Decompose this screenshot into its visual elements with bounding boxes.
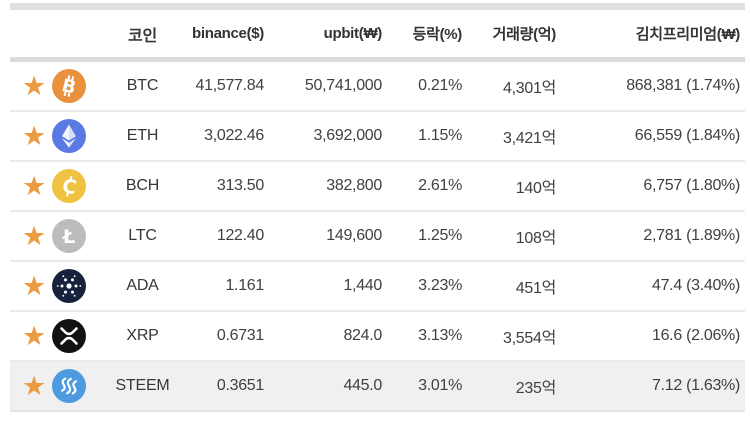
eth-coin-icon	[52, 119, 86, 153]
table-row[interactable]: ★ STEEM 0.3651 445.0 3.01% 235억 7.12 (1.…	[10, 362, 745, 412]
kimchi-premium: 47.4 (3.40%)	[651, 277, 740, 294]
btc-coin-icon: B	[52, 69, 86, 103]
bch-coin-icon: C	[52, 169, 86, 203]
trade-volume: 3,554억	[503, 330, 556, 347]
kimchi-premium: 868,381 (1.74%)	[626, 77, 740, 94]
kimchi-premium: 6,757 (1.80%)	[643, 177, 740, 194]
change-percent: 1.25%	[418, 227, 462, 244]
kimchi-premium: 16.6 (2.06%)	[651, 327, 740, 344]
kimchi-premium-table: 코인 binance($) upbit(₩) 등락(%) 거래량(억) 김치프리…	[10, 3, 745, 412]
binance-price: 3,022.46	[204, 127, 264, 144]
binance-price: 122.40	[216, 227, 264, 244]
binance-price: 0.3651	[216, 377, 264, 394]
trade-volume: 451억	[515, 280, 557, 297]
table-row[interactable]: ★ ADA 1.161 1,440 3.23% 451억 47.4 (3.40%…	[10, 262, 745, 312]
icon-cell	[50, 269, 95, 303]
svg-text:Ł: Ł	[62, 226, 75, 248]
header-coin: 코인	[127, 27, 158, 45]
change-percent: 3.13%	[418, 327, 462, 344]
favorite-star-icon[interactable]: ★	[22, 370, 47, 402]
icon-cell: C	[50, 169, 95, 203]
change-percent: 1.15%	[418, 127, 462, 144]
favorite-star-icon[interactable]: ★	[22, 170, 47, 202]
change-percent: 2.61%	[418, 177, 462, 194]
trade-volume: 235억	[515, 380, 557, 397]
icon-cell: Ł	[50, 219, 95, 253]
icon-cell	[50, 319, 95, 353]
change-percent: 3.01%	[418, 377, 462, 394]
kimchi-premium: 66,559 (1.84%)	[634, 127, 741, 144]
kimchi-premium: 2,781 (1.89%)	[643, 227, 740, 244]
coin-ticker: STEEM	[115, 377, 170, 394]
table-body: ★ B BTC 41,577.84 50,741,000 0.21% 4,301…	[10, 62, 745, 412]
table-row[interactable]: ★ B BTC 41,577.84 50,741,000 0.21% 4,301…	[10, 62, 745, 112]
change-percent: 0.21%	[418, 77, 462, 94]
icon-cell	[50, 119, 95, 153]
header-binance: binance($)	[191, 25, 264, 42]
coin-ticker: ADA	[126, 277, 159, 294]
upbit-price: 1,440	[343, 277, 382, 294]
trade-volume: 4,301억	[503, 80, 556, 97]
upbit-price: 824.0	[343, 327, 382, 344]
table-row[interactable]: ★ Ł LTC 122.40 149,600 1.25% 108억 2,781 …	[10, 212, 745, 262]
ada-coin-icon	[52, 269, 86, 303]
favorite-star-icon[interactable]: ★	[22, 320, 47, 352]
kimchi-premium: 7.12 (1.63%)	[651, 377, 740, 394]
upbit-price: 50,741,000	[304, 77, 382, 94]
coin-ticker: BTC	[126, 77, 159, 94]
favorite-cell: ★	[10, 273, 50, 300]
header-premium: 김치프리미엄(₩)	[635, 26, 741, 43]
favorite-cell: ★	[10, 373, 50, 400]
favorite-cell: ★	[10, 73, 50, 100]
svg-text:C: C	[60, 175, 78, 199]
steem-coin-icon	[52, 369, 86, 403]
upbit-price: 445.0	[343, 377, 382, 394]
binance-price: 313.50	[216, 177, 264, 194]
table-row[interactable]: ★ C BCH 313.50 382,800 2.61% 140억 6,757 …	[10, 162, 745, 212]
favorite-star-icon[interactable]: ★	[22, 120, 47, 152]
ltc-coin-icon: Ł	[52, 219, 86, 253]
header-change: 등락(%)	[412, 26, 463, 43]
upbit-price: 3,692,000	[313, 127, 383, 144]
coin-ticker: ETH	[126, 127, 159, 144]
favorite-cell: ★	[10, 323, 50, 350]
header-volume: 거래량(억)	[492, 26, 557, 43]
coin-ticker: XRP	[126, 327, 159, 344]
table-row[interactable]: ★ ETH 3,022.46 3,692,000 1.15% 3,421억 66…	[10, 112, 745, 162]
favorite-star-icon[interactable]: ★	[22, 270, 47, 302]
header-upbit: upbit(₩)	[323, 25, 383, 42]
favorite-cell: ★	[10, 123, 50, 150]
binance-price: 41,577.84	[195, 77, 265, 94]
change-percent: 3.23%	[418, 277, 462, 294]
trade-volume: 3,421억	[503, 130, 556, 147]
favorite-star-icon[interactable]: ★	[22, 70, 47, 102]
table-header-row: 코인 binance($) upbit(₩) 등락(%) 거래량(억) 김치프리…	[10, 10, 745, 62]
icon-cell	[50, 369, 95, 403]
table-row[interactable]: ★ XRP 0.6731 824.0 3.13% 3,554억 16.6 (2.…	[10, 312, 745, 362]
upbit-price: 382,800	[326, 177, 382, 194]
coin-ticker: BCH	[125, 177, 160, 194]
coin-ticker: LTC	[128, 227, 157, 244]
xrp-coin-icon	[52, 319, 86, 353]
favorite-cell: ★	[10, 223, 50, 250]
favorite-star-icon[interactable]: ★	[22, 220, 47, 252]
binance-price: 0.6731	[216, 327, 264, 344]
upbit-price: 149,600	[326, 227, 382, 244]
favorite-cell: ★	[10, 173, 50, 200]
trade-volume: 140억	[515, 180, 557, 197]
binance-price: 1.161	[225, 277, 264, 294]
top-divider-bar	[10, 3, 745, 10]
trade-volume: 108억	[515, 230, 557, 247]
icon-cell: B	[50, 69, 95, 103]
